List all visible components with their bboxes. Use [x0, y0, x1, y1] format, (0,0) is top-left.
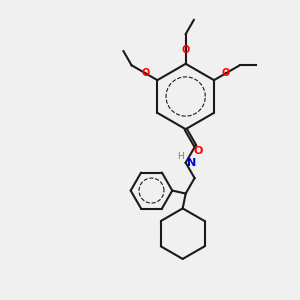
- Text: O: O: [182, 45, 190, 56]
- Text: O: O: [142, 68, 150, 79]
- Text: O: O: [221, 68, 230, 79]
- Text: H: H: [177, 152, 184, 161]
- Text: O: O: [194, 146, 203, 156]
- Text: N: N: [187, 158, 196, 168]
